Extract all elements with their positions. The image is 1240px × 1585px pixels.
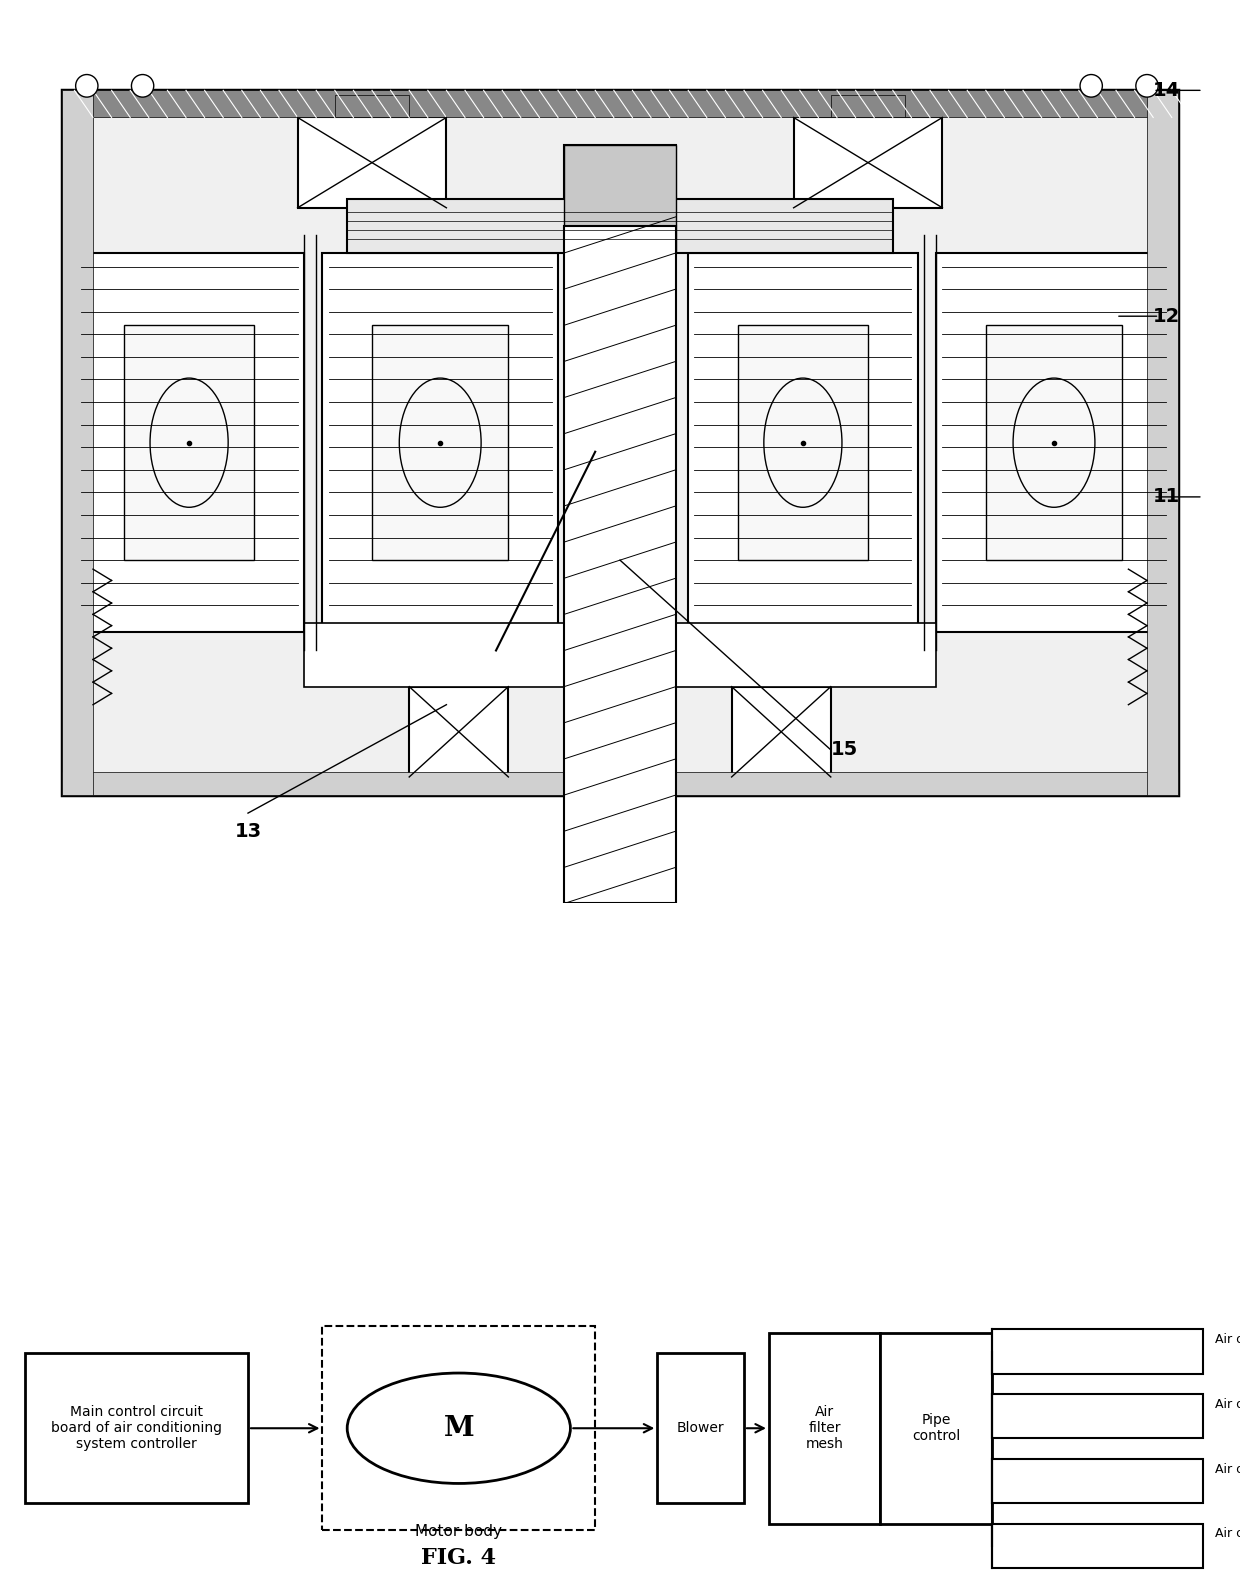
- Text: Air outlet zone 3: Air outlet zone 3: [1215, 1463, 1240, 1476]
- Ellipse shape: [1080, 74, 1102, 97]
- FancyBboxPatch shape: [322, 254, 558, 632]
- Text: Motor body: Motor body: [415, 1523, 502, 1539]
- FancyBboxPatch shape: [986, 325, 1122, 560]
- FancyBboxPatch shape: [732, 686, 831, 777]
- Bar: [62, 90, 93, 796]
- Bar: [25, 1354, 248, 1503]
- Text: M: M: [444, 1415, 474, 1442]
- FancyBboxPatch shape: [74, 254, 304, 632]
- FancyBboxPatch shape: [688, 254, 918, 632]
- Bar: [322, 1327, 595, 1531]
- FancyBboxPatch shape: [372, 325, 508, 560]
- Text: Air outlet zone 1: Air outlet zone 1: [1215, 1528, 1240, 1541]
- Text: Blower: Blower: [677, 1422, 724, 1436]
- Ellipse shape: [131, 74, 154, 97]
- FancyBboxPatch shape: [738, 325, 868, 560]
- Text: Air outlet zone 1: Air outlet zone 1: [1215, 1333, 1240, 1346]
- Bar: [992, 1523, 1203, 1568]
- Text: 14: 14: [1153, 81, 1180, 100]
- FancyBboxPatch shape: [936, 254, 1172, 632]
- FancyBboxPatch shape: [676, 623, 936, 686]
- Bar: [657, 1354, 744, 1503]
- Bar: [335, 95, 409, 117]
- Ellipse shape: [1136, 74, 1158, 97]
- Text: FIG. 3: FIG. 3: [583, 875, 657, 897]
- Text: Air outlet zone 2: Air outlet zone 2: [1215, 1398, 1240, 1411]
- Bar: [992, 1395, 1203, 1439]
- FancyBboxPatch shape: [794, 117, 942, 208]
- Bar: [564, 225, 676, 903]
- FancyBboxPatch shape: [298, 117, 446, 208]
- FancyBboxPatch shape: [304, 623, 564, 686]
- Text: 12: 12: [1153, 307, 1180, 325]
- FancyBboxPatch shape: [62, 90, 1178, 796]
- Bar: [769, 1333, 880, 1523]
- Bar: [62, 772, 1178, 796]
- FancyBboxPatch shape: [124, 325, 254, 560]
- Bar: [992, 1330, 1203, 1374]
- Text: 11: 11: [1153, 488, 1180, 506]
- Text: 15: 15: [831, 740, 858, 759]
- FancyBboxPatch shape: [347, 198, 893, 254]
- Ellipse shape: [347, 1373, 570, 1484]
- Text: 13: 13: [234, 821, 262, 840]
- Bar: [1147, 90, 1178, 796]
- Text: FIG. 4: FIG. 4: [422, 1547, 496, 1569]
- Ellipse shape: [76, 74, 98, 97]
- Text: Air
filter
mesh: Air filter mesh: [806, 1404, 843, 1452]
- Bar: [880, 1333, 992, 1523]
- Bar: [831, 95, 905, 117]
- Bar: [564, 144, 676, 254]
- Bar: [992, 1458, 1203, 1503]
- FancyBboxPatch shape: [409, 686, 508, 777]
- Text: Main control circuit
board of air conditioning
system controller: Main control circuit board of air condit…: [51, 1404, 222, 1452]
- Text: Pipe
control: Pipe control: [913, 1414, 960, 1444]
- FancyBboxPatch shape: [564, 144, 676, 254]
- Bar: [62, 90, 1178, 117]
